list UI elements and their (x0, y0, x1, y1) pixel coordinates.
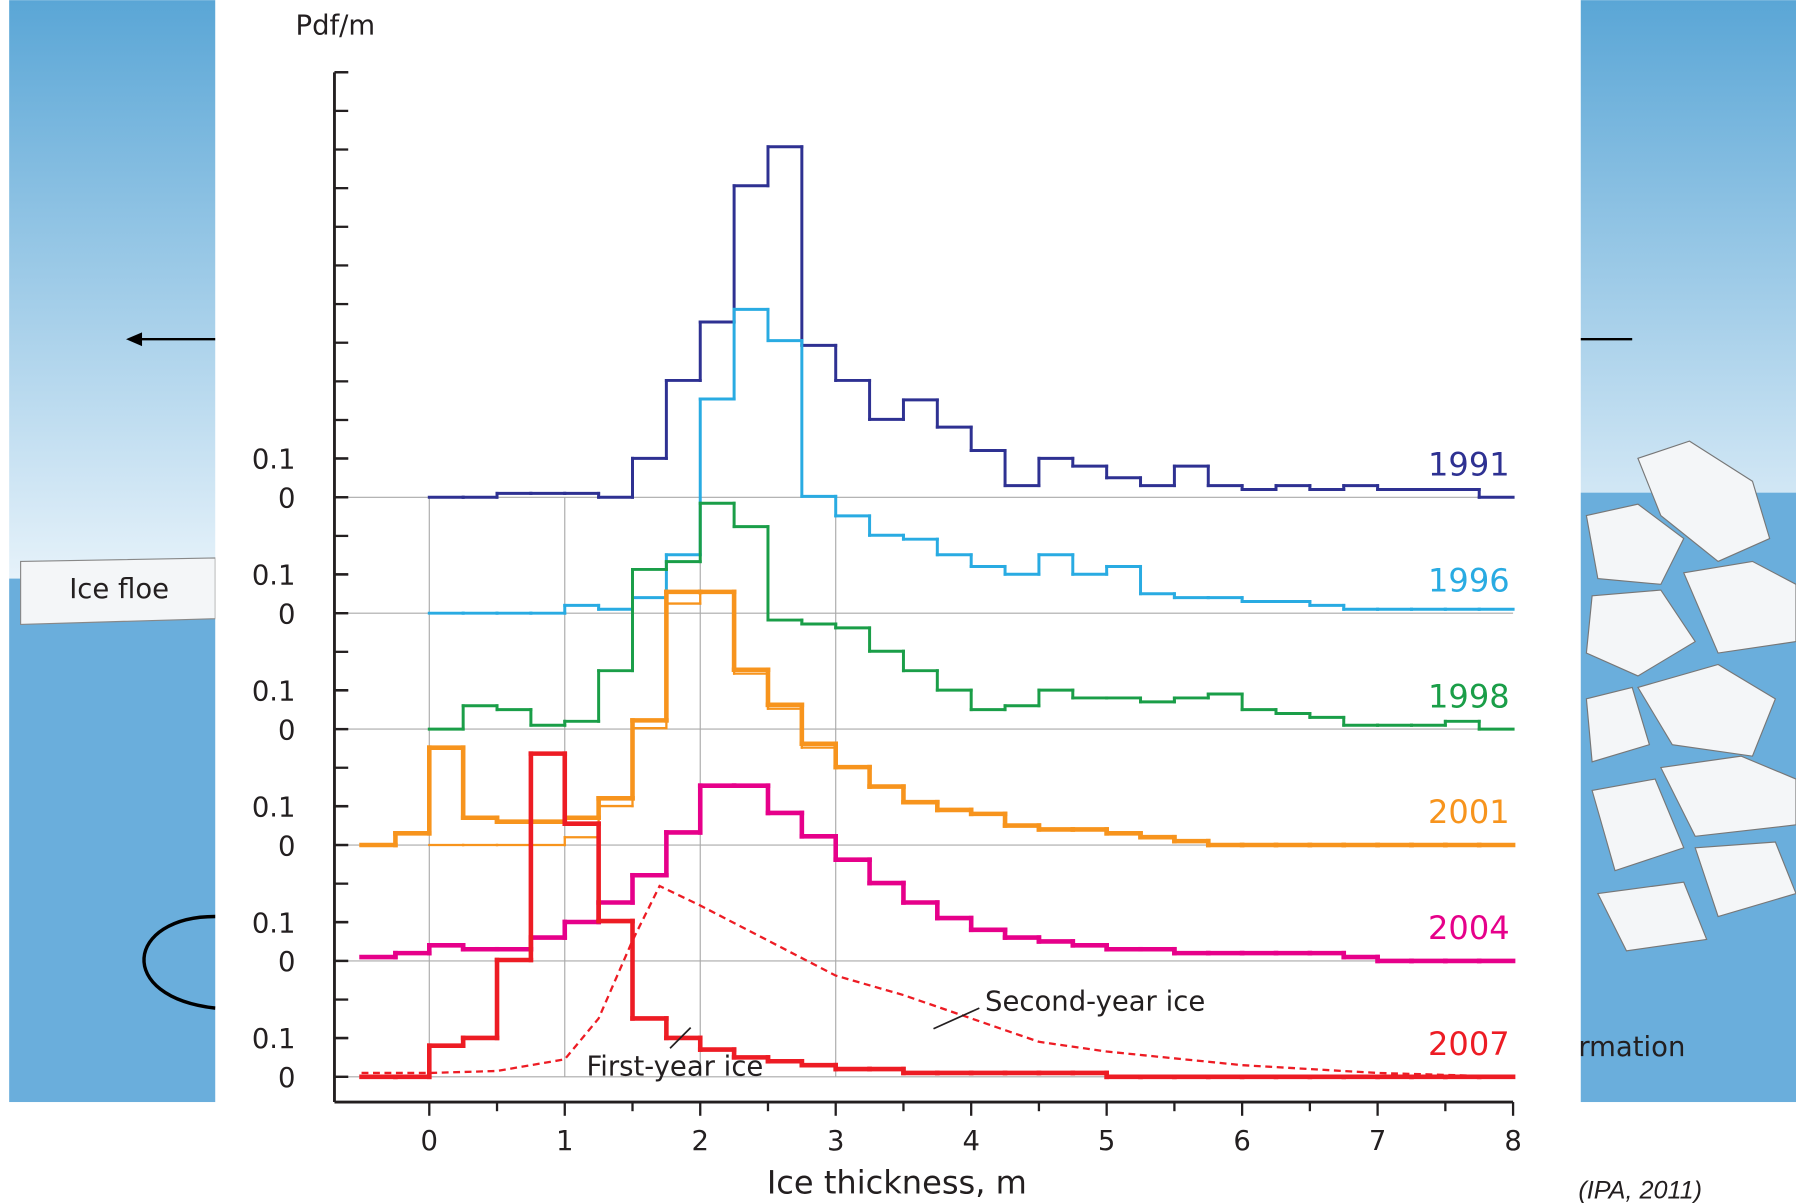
leader (933, 1007, 980, 1030)
y-tick-label: 0.1 (252, 560, 296, 592)
x-tick-label: 1 (556, 1125, 573, 1157)
series-label: 2001 (1428, 793, 1510, 831)
y-tick-label: 0.1 (252, 791, 296, 823)
background-left: Ice floe (9, 0, 216, 1103)
x-tick-label: 8 (1504, 1125, 1521, 1157)
curve (361, 884, 1514, 1078)
background-right: rmation (1578, 0, 1796, 1103)
series-label: 2004 (1428, 909, 1510, 947)
x-tick-label: 5 (1098, 1125, 1115, 1157)
x-tick-label: 4 (962, 1125, 979, 1157)
y-tick-label: 0.1 (252, 675, 296, 707)
y-tick-label: 0 (278, 714, 295, 746)
x-tick-label: 6 (1233, 1125, 1250, 1157)
y-tick-label: 0.1 (252, 1023, 296, 1055)
y-tick-label: 0 (278, 1062, 295, 1094)
series-label: 2007 (1428, 1025, 1510, 1063)
y-tick-label: 0 (278, 483, 295, 515)
annotation: First-year ice (586, 1051, 763, 1083)
y-tick-label: 0 (278, 830, 295, 862)
y-tick-label: 0 (278, 946, 295, 978)
right-label: rmation (1578, 1031, 1685, 1063)
x-tick-label: 2 (691, 1125, 708, 1157)
x-tick-label: 3 (827, 1125, 844, 1157)
series-label: 1996 (1428, 561, 1510, 599)
y-tick-label: 0.1 (252, 907, 296, 939)
source: (IPA, 2011) (1578, 1176, 1702, 1203)
x-axis-label: Ice thickness, m (767, 1164, 1027, 1202)
y-tick-label: 0 (278, 598, 295, 630)
series-label: 1991 (1428, 446, 1510, 484)
y-axis-label: Pdf/m (296, 10, 376, 42)
annotation: Second-year ice (985, 985, 1205, 1017)
x-tick-label: 7 (1369, 1125, 1386, 1157)
x-tick-label: 0 (421, 1125, 438, 1157)
left-label: Ice floe (69, 573, 169, 605)
leader (669, 1026, 692, 1049)
y-tick-label: 0.1 (252, 444, 296, 476)
series-label: 1998 (1428, 677, 1510, 715)
